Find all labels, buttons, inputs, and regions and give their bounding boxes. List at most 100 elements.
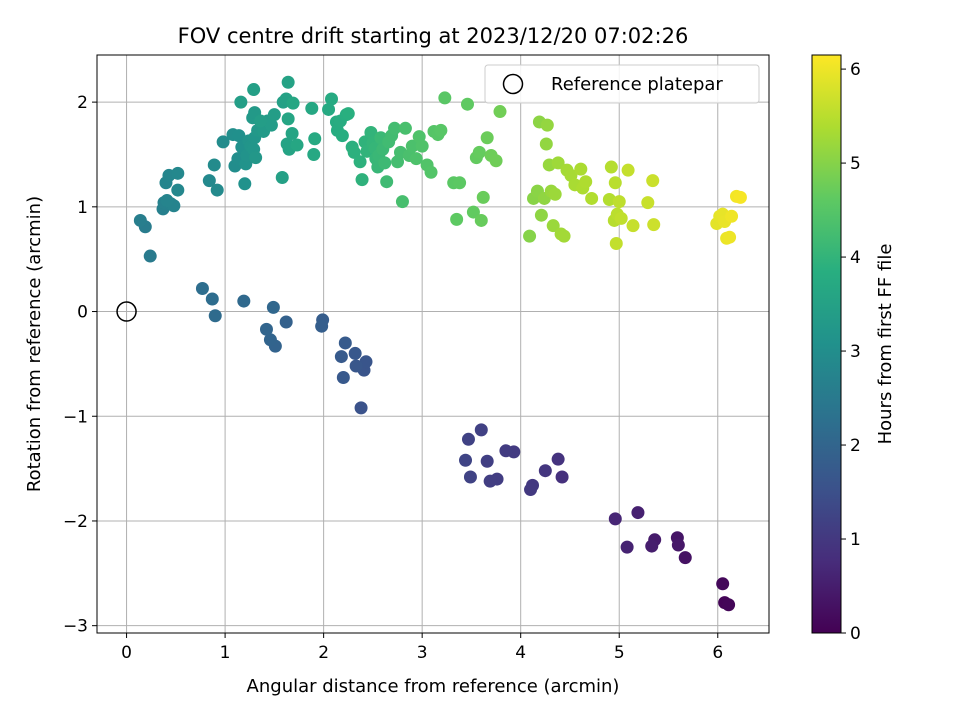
data-point [450, 212, 464, 226]
data-point [266, 300, 280, 314]
x-tick-label: 2 [318, 643, 329, 663]
x-axis-label: Angular distance from reference (arcmin) [247, 676, 620, 697]
data-point [499, 444, 513, 458]
y-axis-label: Rotation from reference (arcmin) [24, 196, 45, 492]
data-point [388, 121, 402, 135]
data-point [208, 309, 222, 323]
data-point [307, 147, 321, 161]
data-point [626, 219, 640, 233]
colorbar: 0 1 2 3 4 5 6 Hours from first FF file [811, 54, 896, 644]
data-point [378, 156, 392, 170]
x-tick-label: 0 [121, 643, 132, 663]
data-point [348, 346, 362, 360]
data-point [723, 230, 737, 244]
x-tick-label: 5 [614, 643, 625, 663]
colorbar-tick-label: 3 [850, 342, 861, 362]
data-point [609, 236, 623, 250]
data-point [474, 423, 488, 437]
legend-box [484, 64, 760, 104]
colorbar-ticks: 0 1 2 3 4 5 6 [841, 60, 861, 644]
data-point [476, 190, 490, 204]
data-point [631, 506, 645, 520]
data-point [259, 322, 273, 336]
data-point [207, 158, 221, 172]
data-point [216, 135, 230, 149]
data-point [409, 152, 423, 166]
y-tick-label: −2 [63, 512, 88, 532]
data-point [483, 474, 497, 488]
data-point [380, 175, 394, 189]
reference-platepar-marker [116, 301, 137, 322]
colorbar-tick-label: 2 [850, 436, 861, 456]
data-point [315, 319, 329, 333]
data-point [459, 453, 473, 467]
data-point [205, 292, 219, 306]
data-point [237, 294, 251, 308]
data-point [210, 183, 224, 197]
data-point [621, 163, 635, 177]
data-point [264, 118, 278, 132]
data-point [646, 174, 660, 188]
colorbar-gradient [811, 54, 842, 634]
data-point [555, 470, 569, 484]
data-point [574, 162, 588, 176]
x-tick-label: 6 [712, 643, 723, 663]
data-point [474, 213, 488, 227]
data-point [254, 114, 268, 128]
data-point [602, 193, 616, 206]
data-point [493, 105, 507, 119]
data-point [285, 127, 299, 141]
data-point [286, 96, 300, 110]
data-point [546, 219, 560, 233]
data-point [678, 551, 692, 565]
data-point [279, 315, 293, 329]
data-point [349, 359, 363, 373]
data-point [232, 129, 246, 143]
data-point [355, 173, 369, 187]
data-point [143, 249, 157, 263]
data-point [480, 131, 494, 145]
data-point [325, 92, 339, 106]
data-point [308, 132, 322, 146]
data-point [641, 196, 655, 210]
data-point [341, 107, 355, 121]
colorbar-tick-label: 0 [850, 624, 861, 644]
colorbar-tick-label: 6 [850, 60, 861, 80]
data-point [579, 175, 593, 189]
data-point [234, 95, 248, 109]
data-point [238, 177, 252, 191]
data-point [472, 145, 486, 159]
data-point [415, 139, 429, 153]
data-point [160, 194, 174, 208]
data-point [247, 83, 261, 97]
data-point [551, 156, 565, 170]
data-point [608, 512, 622, 526]
legend: Reference platepar [484, 64, 760, 104]
y-tick-label: −1 [63, 407, 88, 427]
x-axis-ticks: 0 1 2 3 4 5 6 [121, 633, 723, 663]
data-point [453, 176, 467, 190]
y-axis-ticks: −3 −2 −1 0 1 2 [63, 93, 97, 637]
data-point [364, 125, 378, 139]
data-point [353, 155, 367, 169]
data-point [523, 229, 537, 243]
y-tick-label: −3 [63, 617, 88, 637]
data-point [354, 401, 368, 415]
y-tick-label: 0 [77, 303, 88, 323]
data-point [461, 432, 475, 446]
data-point [466, 205, 480, 219]
data-point [557, 229, 571, 243]
y-tick-label: 2 [77, 93, 88, 113]
data-point [725, 209, 739, 223]
data-point [359, 355, 373, 369]
data-point [249, 151, 263, 165]
data-point [480, 454, 494, 468]
data-point [305, 101, 319, 115]
reference-marker [116, 301, 137, 322]
colorbar-tick-label: 5 [850, 154, 861, 174]
data-points [133, 75, 747, 612]
data-point [290, 138, 304, 152]
x-tick-label: 4 [515, 643, 526, 663]
data-point [612, 195, 626, 209]
chart-title: FOV centre drift starting at 2023/12/20 … [178, 24, 689, 48]
